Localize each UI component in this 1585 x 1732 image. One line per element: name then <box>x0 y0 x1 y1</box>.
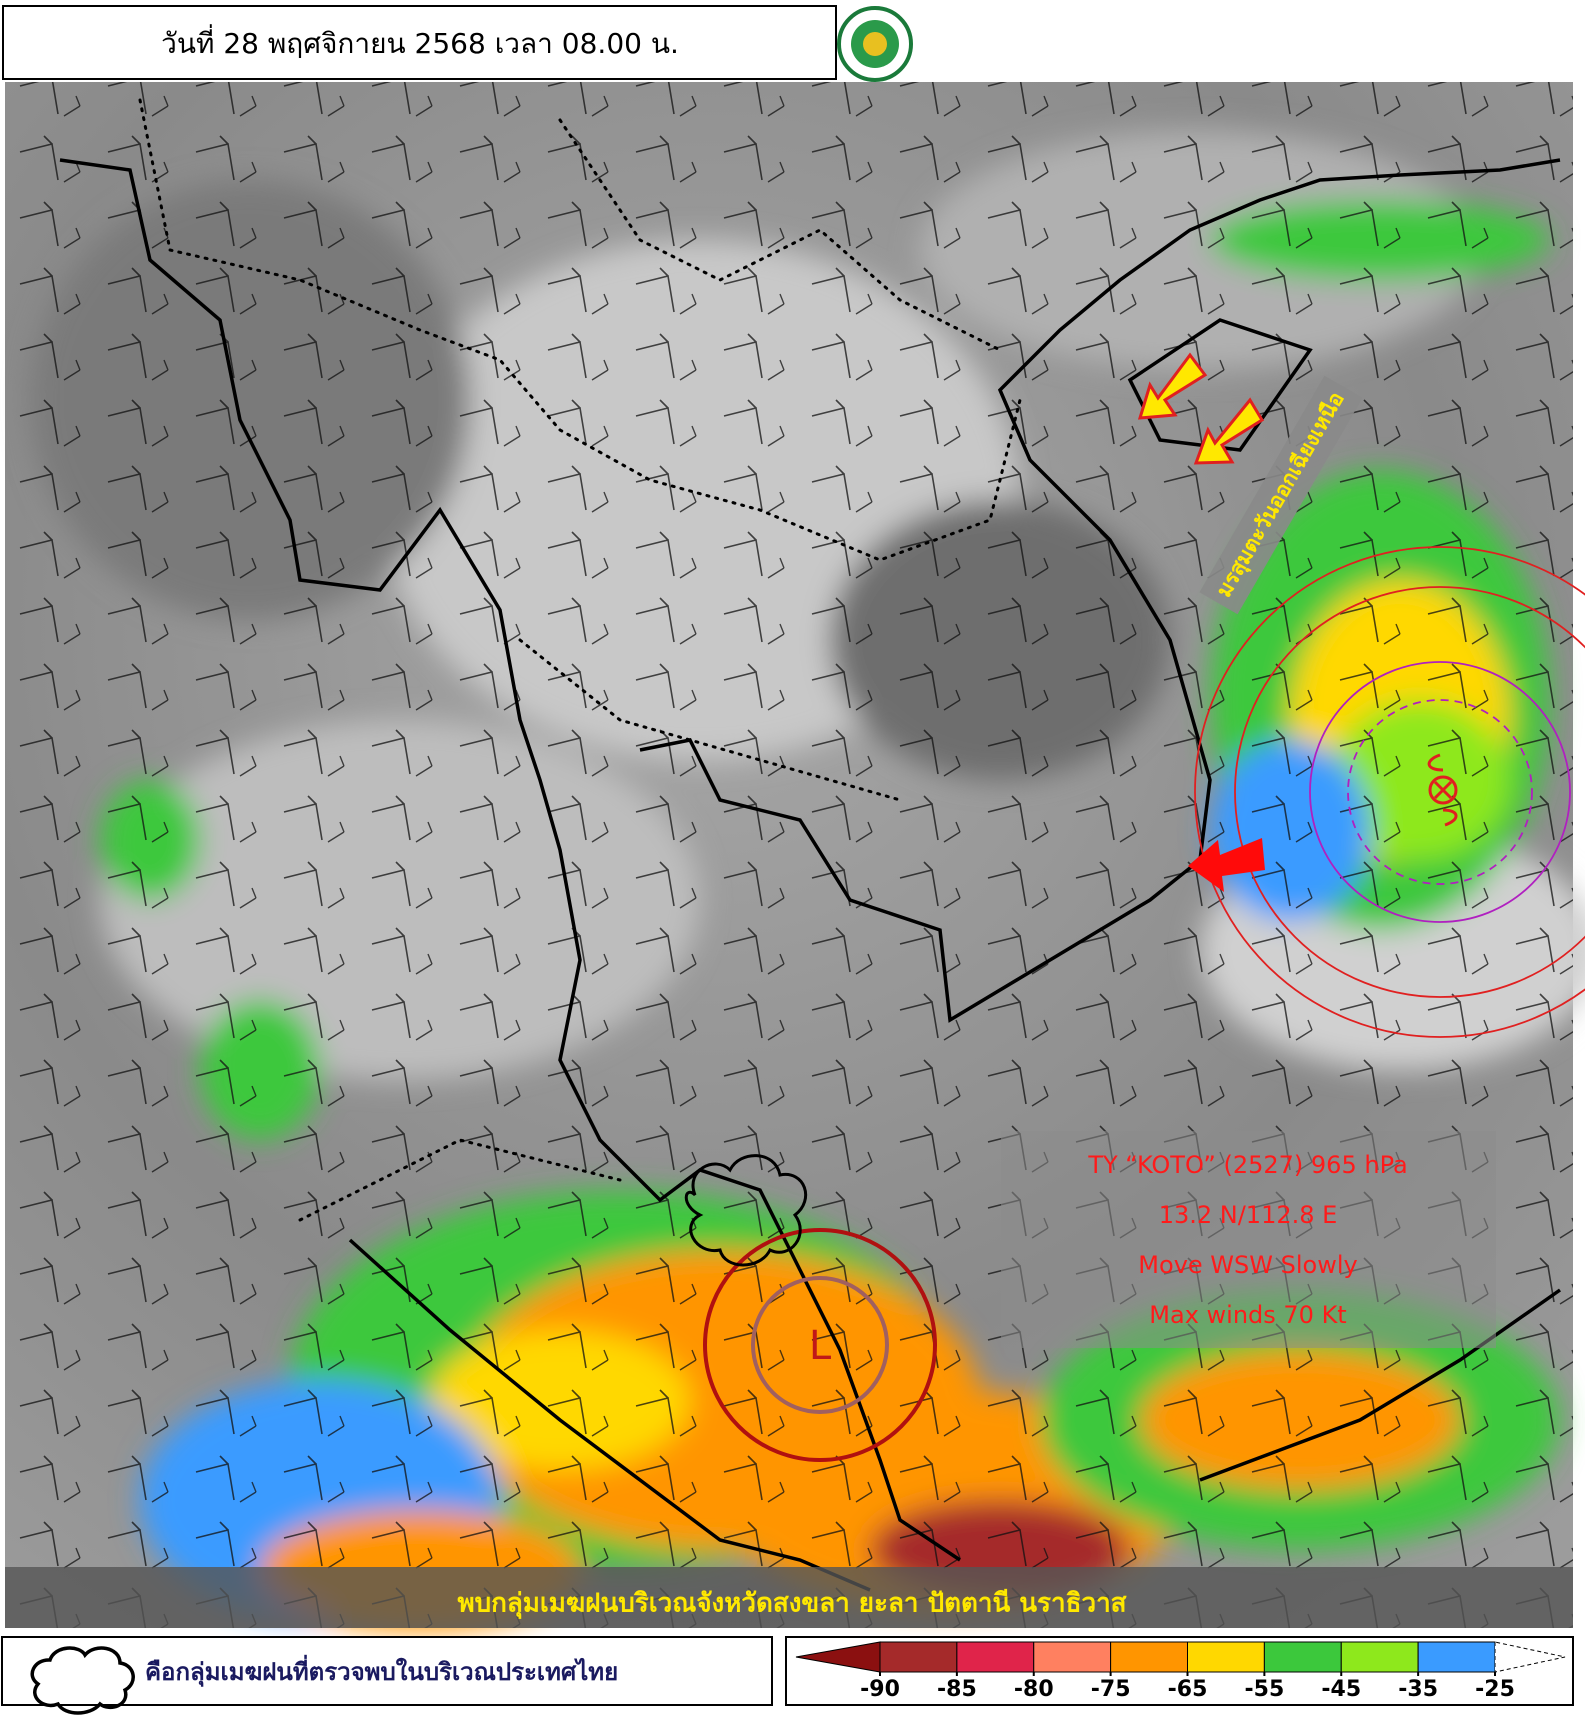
scale-bin <box>1417 1641 1496 1673</box>
scale-over <box>1494 1641 1566 1673</box>
typhoon-info-line: TY “KOTO” (2527) 965 hPa <box>1087 1151 1407 1179</box>
scale-tick-label: -35 <box>1398 1677 1438 1702</box>
scale-bin <box>1340 1641 1419 1673</box>
scale-tick-label: -80 <box>1014 1677 1054 1702</box>
scale-bin <box>1110 1641 1188 1673</box>
typhoon-info-box <box>1001 1131 1496 1348</box>
wind-arrow <box>1188 838 1265 892</box>
rain-cloud-marker <box>684 1154 808 1267</box>
coastlines <box>59 158 1562 1592</box>
monsoon-label-box <box>1199 375 1363 615</box>
scale-tick-label: -75 <box>1091 1677 1131 1702</box>
typhoon-info-line: Move WSW Slowly <box>1138 1251 1357 1279</box>
typhoon-radii <box>1194 546 1585 1038</box>
banner-text: พบกลุ่มเมฆฝนบริเวณจังหวัดสงขลา ยะลา ปัตต… <box>457 1589 1126 1620</box>
scale-tick-label: -55 <box>1245 1677 1285 1702</box>
color-scale: -90 -85 -80 -75 -65 -55 -45 -35 -25 <box>795 1641 1566 1702</box>
scale-tick-label: -45 <box>1321 1677 1361 1702</box>
borders <box>138 98 1022 1222</box>
wind-barbs <box>5 82 1573 1628</box>
typhoon-symbol <box>1427 753 1458 827</box>
legend-cloud-icon <box>30 1646 135 1715</box>
monsoon-arrows <box>1137 352 1265 465</box>
scale-tick-label: -65 <box>1168 1677 1208 1702</box>
low-pressure <box>703 1228 937 1462</box>
low-label: L <box>809 1323 832 1369</box>
header-box <box>2 5 837 80</box>
scale-bin <box>879 1641 958 1673</box>
scale-tick-label: -85 <box>937 1677 977 1702</box>
scale-bin <box>1187 1641 1265 1673</box>
scale-bin <box>956 1641 1035 1673</box>
legend-cloud-text: คือกลุ่มเมฆฝนที่ตรวจพบในบริเวณประเทศไทย <box>145 1654 618 1688</box>
scale-tick-label: -25 <box>1475 1677 1515 1702</box>
scale-bin <box>1263 1641 1342 1673</box>
scale-bin <box>1033 1641 1112 1673</box>
typhoon-info: TY “KOTO” (2527) 965 hPa 13.2 N/112.8 E Mo… <box>1087 1151 1407 1329</box>
logo <box>837 6 913 82</box>
typhoon-info-line: 13.2 N/112.8 E <box>1159 1201 1338 1229</box>
scale-tick-label: -90 <box>860 1677 900 1702</box>
typhoon-info-line: Max winds 70 Kt <box>1149 1301 1346 1329</box>
header-title: วันที่ 28 พฤศจิกายน 2568 เวลา 08.00 น. <box>161 24 679 60</box>
banner-box <box>5 1567 1573 1628</box>
